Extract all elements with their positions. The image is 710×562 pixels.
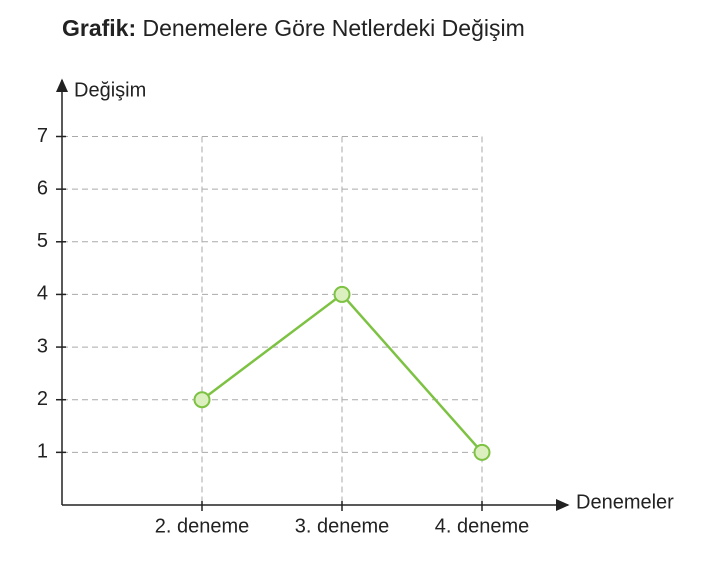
data-point	[333, 285, 351, 303]
data-point	[473, 443, 491, 461]
y-tick-label: 3	[37, 335, 48, 357]
y-tick-label: 6	[37, 177, 48, 199]
y-tick-label: 7	[37, 125, 48, 147]
y-tick-label: 2	[37, 388, 48, 410]
chart-title: Grafik: Denemelere Göre Netlerdeki Değiş…	[62, 15, 525, 41]
y-axis-label: Değişim	[74, 79, 146, 101]
x-tick-label: 3. deneme	[295, 515, 390, 537]
x-tick-label: 4. deneme	[435, 515, 530, 537]
title-label: Grafik:	[62, 15, 136, 41]
title-text: Denemelere Göre Netlerdeki Değişim	[143, 15, 525, 41]
x-tick-label: 2. deneme	[155, 515, 250, 537]
y-tick-label: 4	[37, 283, 48, 305]
data-point	[193, 391, 211, 409]
y-tick-label: 5	[37, 230, 48, 252]
y-tick-label: 1	[37, 441, 48, 463]
x-axis-label: Denemeler	[576, 491, 674, 513]
